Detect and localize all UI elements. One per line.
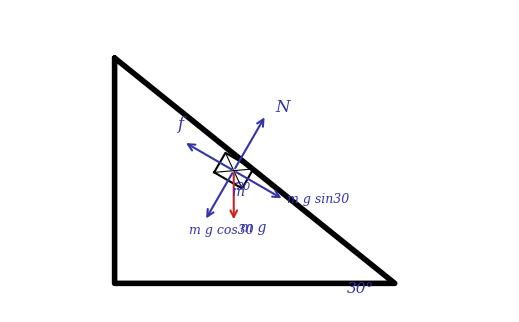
Text: N: N: [276, 99, 290, 116]
Text: 30°: 30°: [347, 282, 374, 296]
Text: 30: 30: [237, 182, 251, 192]
Text: m g sin30: m g sin30: [287, 193, 349, 206]
Text: f: f: [177, 116, 183, 133]
Text: m g: m g: [240, 221, 267, 235]
Text: m g cos30: m g cos30: [189, 224, 253, 237]
Text: m: m: [230, 185, 243, 199]
